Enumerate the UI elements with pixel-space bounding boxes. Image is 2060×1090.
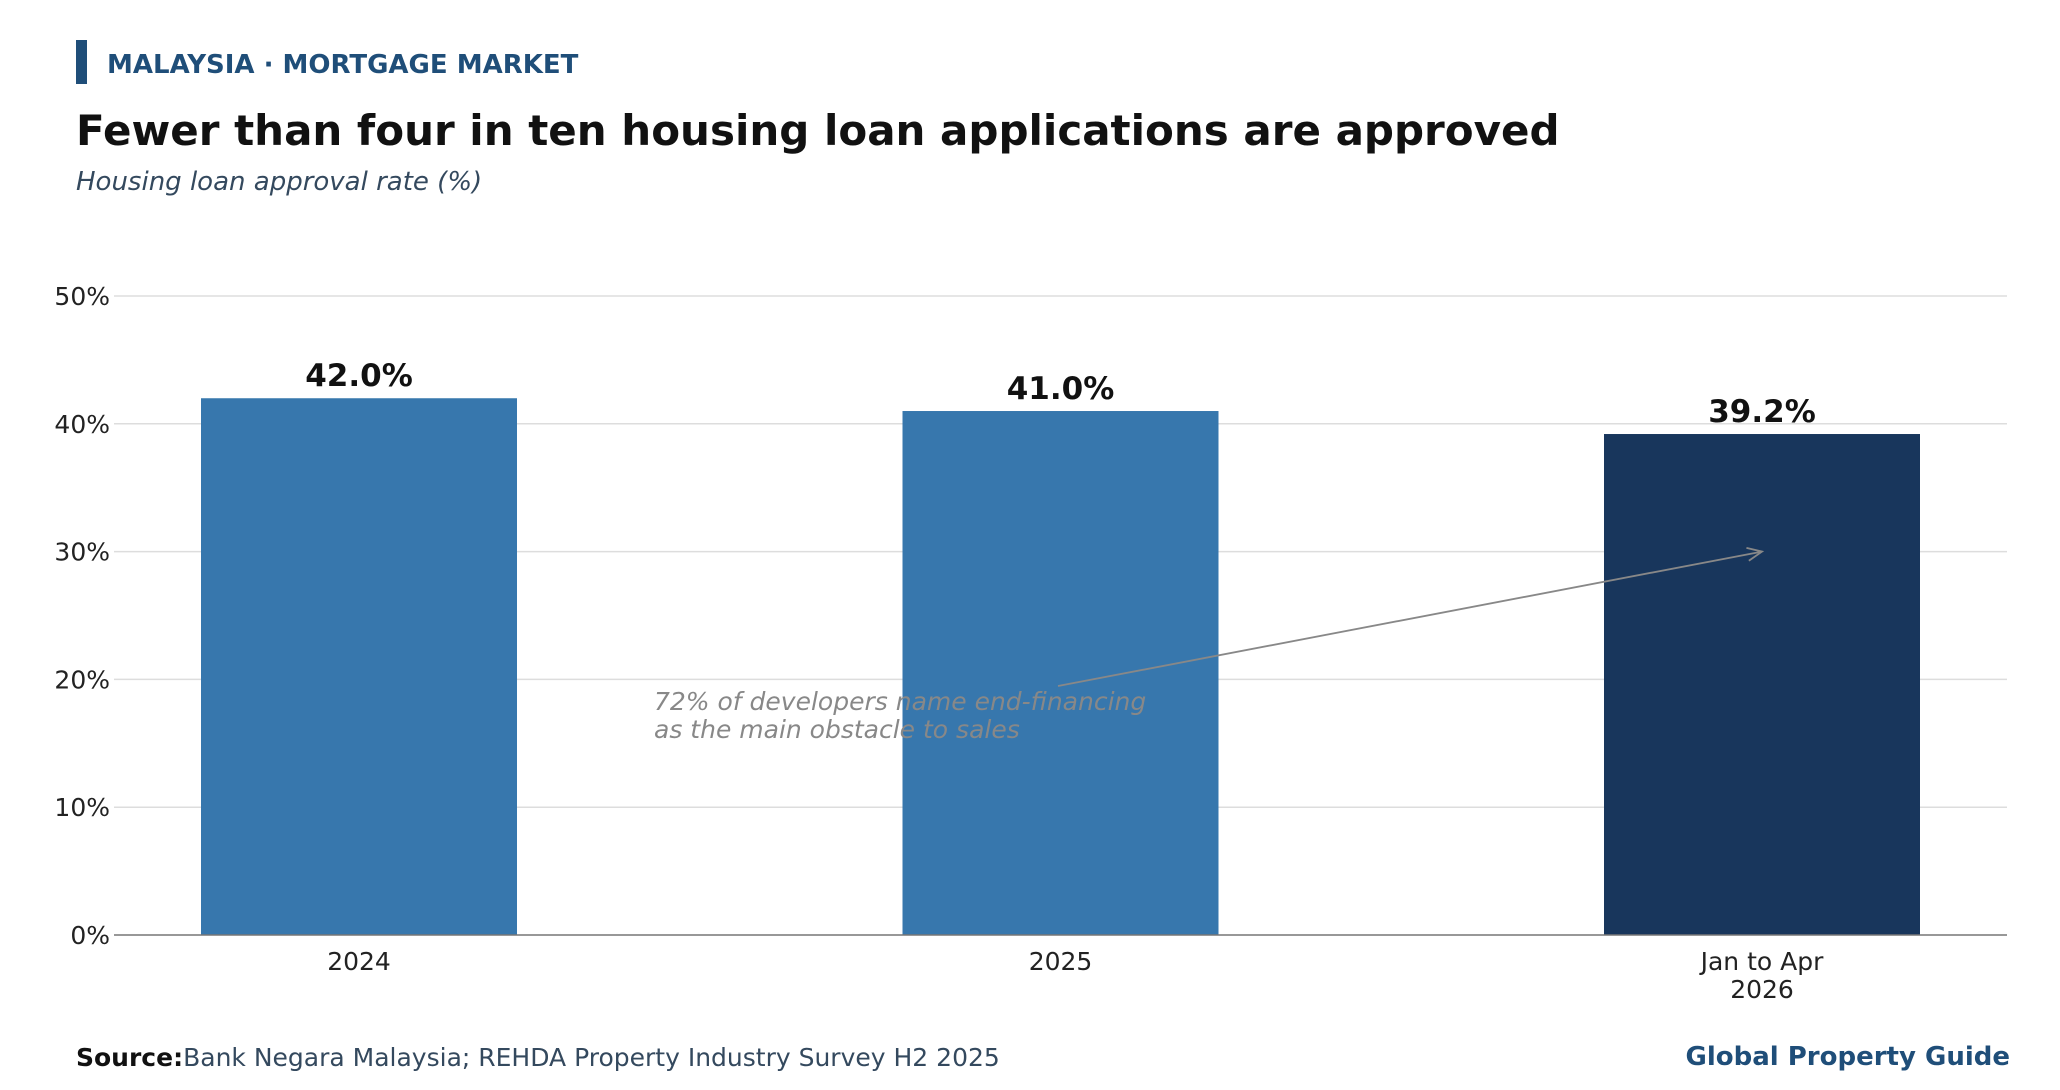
labels: 42.0% 41.0% 39.2% bbox=[305, 358, 1816, 430]
source-label: Source: bbox=[76, 1043, 184, 1072]
x-tick-label-line: 2024 bbox=[327, 947, 391, 976]
x-tick-label-line: Jan to Apr bbox=[1699, 947, 1825, 976]
y-tick-label: 40% bbox=[54, 410, 110, 439]
source-text: Bank Negara Malaysia; REHDA Property Ind… bbox=[183, 1043, 1000, 1072]
y-tick-label: 20% bbox=[54, 665, 110, 694]
x-tick-label: 2024 bbox=[327, 947, 391, 976]
annotation-arrow-line bbox=[1057, 550, 1763, 687]
bar bbox=[201, 398, 517, 935]
chart-subtitle: Housing loan approval rate (%) bbox=[76, 167, 483, 197]
bar-value-label: 42.0% bbox=[305, 358, 413, 394]
annotation-line: 72% of developers name end-financing bbox=[654, 687, 1146, 716]
x-tick-label: Jan to Apr 2026 bbox=[1699, 947, 1825, 1004]
annotation: 72% of developers name end-financing as t… bbox=[654, 547, 1765, 744]
bars bbox=[201, 398, 1920, 935]
source-note: Source:Bank Negara Malaysia; REHDA Prope… bbox=[76, 1045, 1000, 1070]
accent-bar bbox=[76, 40, 87, 84]
chart-title: Fewer than four in ten housing loan appl… bbox=[76, 106, 1560, 155]
x-tick-label-line: 2026 bbox=[1730, 975, 1794, 1004]
bar bbox=[1604, 434, 1920, 935]
bar bbox=[902, 411, 1219, 935]
y-tick-label: 50% bbox=[54, 282, 110, 311]
bar-value-label: 39.2% bbox=[1708, 394, 1816, 430]
bar-value-label: 41.0% bbox=[1007, 371, 1115, 407]
annotation-arrowhead bbox=[1746, 547, 1765, 562]
x-tick-label: 2025 bbox=[1029, 947, 1093, 976]
kicker-label: MALAYSIA · MORTGAGE MARKET bbox=[107, 50, 579, 80]
annotation-text: 72% of developers name end-financing as t… bbox=[654, 687, 1146, 744]
annotation-line: as the main obstacle to sales bbox=[654, 715, 1020, 744]
y-tick-label: 10% bbox=[54, 793, 110, 822]
y-tick-label: 0% bbox=[70, 921, 110, 950]
brand-label: Global Property Guide bbox=[1685, 1042, 2010, 1072]
x-tick-label-line: 2025 bbox=[1029, 947, 1093, 976]
axes: 0% 10% 20% 30% 40% 50% 2024 2025 Jan to Apr 2026 bbox=[54, 282, 2007, 1004]
y-tick-label: 30% bbox=[54, 538, 110, 567]
